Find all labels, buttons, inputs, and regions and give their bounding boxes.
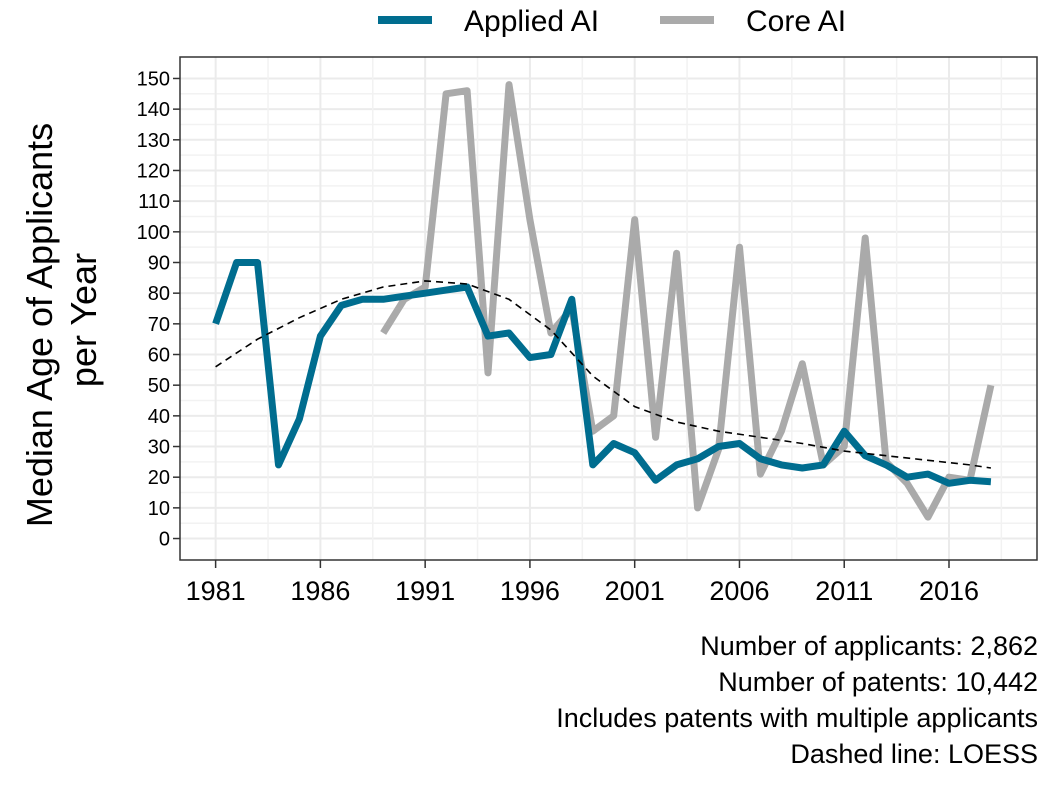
y-tick-label: 130 bbox=[137, 130, 170, 152]
plot-panel-border bbox=[179, 56, 1038, 561]
y-tick-label: 100 bbox=[137, 222, 170, 244]
series-line-applied-ai bbox=[212, 259, 992, 487]
y-tick-label: 70 bbox=[148, 314, 170, 336]
x-tick-label: 1991 bbox=[395, 576, 455, 606]
axis-ticks: 0 10 20 30 40 50 60 70 80 90 100 110 120 130 140 150 198… bbox=[137, 68, 979, 606]
legend-label-core-ai: Core AI bbox=[746, 5, 846, 38]
x-tick-label: 1981 bbox=[186, 576, 246, 606]
caption-multiple-applicants: Includes patents with multiple applicant… bbox=[556, 703, 1038, 733]
x-tick-label: 2006 bbox=[709, 576, 769, 606]
series-lines bbox=[212, 81, 995, 521]
x-tick-label: 1986 bbox=[290, 576, 350, 606]
x-tick-label: 1996 bbox=[500, 576, 560, 606]
x-tick-label: 2011 bbox=[815, 576, 873, 606]
legend: Applied AI Core AI bbox=[378, 5, 846, 38]
y-tick-label: 150 bbox=[137, 68, 170, 90]
y-tick-label: 40 bbox=[148, 406, 170, 428]
y-tick-label: 80 bbox=[148, 283, 170, 305]
y-tick-label: 50 bbox=[148, 375, 170, 397]
y-tick-label: 140 bbox=[137, 99, 170, 121]
y-tick-label: 120 bbox=[137, 160, 170, 182]
y-tick-label: 30 bbox=[148, 437, 170, 459]
y-axis-title-line-2: per Year bbox=[63, 253, 104, 387]
x-tick-label: 2016 bbox=[919, 576, 979, 606]
caption-patents: Number of patents: 10,442 bbox=[718, 667, 1038, 697]
y-tick-label: 110 bbox=[138, 191, 170, 213]
y-tick-label: 60 bbox=[148, 345, 170, 367]
caption-applicants: Number of applicants: 2,862 bbox=[700, 631, 1038, 661]
series-line-loess bbox=[215, 280, 992, 469]
y-tick-label: 20 bbox=[148, 467, 170, 489]
y-tick-label: 0 bbox=[159, 529, 170, 551]
y-tick-label: 90 bbox=[148, 252, 170, 274]
y-tick-label: 10 bbox=[148, 498, 170, 520]
x-tick-label: 2001 bbox=[605, 576, 665, 606]
caption-loess: Dashed line: LOESS bbox=[790, 739, 1038, 769]
legend-label-applied-ai: Applied AI bbox=[464, 5, 599, 38]
y-axis-title-line-1: Median Age of Applicants bbox=[19, 123, 60, 527]
y-axis-title: Median Age of Applicants per Year bbox=[19, 113, 104, 527]
